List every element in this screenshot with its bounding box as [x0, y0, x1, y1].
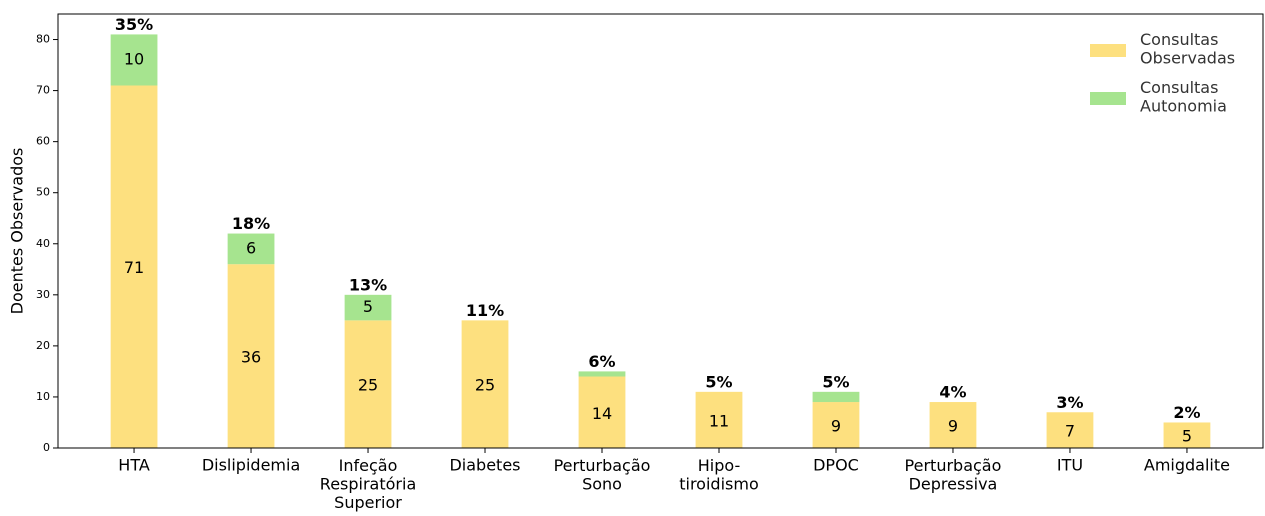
x-tick-label: Amigdalite	[1144, 456, 1230, 475]
x-tick-label: Infeção Respiratória Superior	[320, 456, 416, 512]
legend-swatch	[1090, 44, 1126, 57]
value-label: 71	[124, 258, 144, 277]
total-label: 6%	[588, 352, 615, 371]
y-tick-label: 30	[36, 288, 50, 301]
value-label: 9	[831, 417, 841, 436]
value-label: 5	[1182, 427, 1192, 446]
bar-segment	[578, 371, 626, 377]
plot-frame	[57, 13, 1264, 449]
bar-segment	[929, 402, 977, 448]
x-tick-label: Dislipidemia	[202, 456, 300, 475]
y-tick-label: 80	[36, 33, 50, 46]
value-label: 5	[363, 297, 373, 316]
value-label: 11	[709, 411, 729, 430]
total-label: 5%	[705, 372, 732, 391]
x-tick-label: HTA	[118, 456, 150, 475]
total-label: 3%	[1056, 393, 1083, 412]
value-label: 10	[124, 49, 144, 68]
legend-label: Consultas Autonomia	[1140, 78, 1227, 115]
total-label: 35%	[115, 15, 153, 34]
y-tick-label: 50	[36, 186, 50, 199]
value-label: 7	[1065, 422, 1075, 441]
bar-segment	[110, 85, 158, 448]
bar-segment	[1046, 412, 1094, 448]
value-label: 25	[475, 376, 495, 395]
y-tick-label: 0	[43, 441, 50, 454]
legend-swatch	[1090, 92, 1126, 105]
x-tick-label: ITU	[1057, 456, 1083, 475]
x-tick-label: Perturbação Depressiva	[905, 456, 1002, 493]
total-label: 18%	[232, 214, 270, 233]
total-label: 2%	[1173, 403, 1200, 422]
x-tick-label: Diabetes	[449, 456, 520, 475]
total-label: 13%	[349, 275, 387, 294]
y-axis-label: Doentes Observados	[8, 148, 27, 315]
bar-segment	[1163, 422, 1211, 448]
bar-segment	[695, 391, 743, 448]
y-tick-label: 70	[36, 84, 50, 97]
x-tick-label: Perturbação Sono	[554, 456, 651, 493]
value-label: 36	[241, 348, 261, 367]
bar-segment	[110, 34, 158, 86]
y-tick-label: 10	[36, 390, 50, 403]
bar-segment	[578, 376, 626, 448]
bar-segment	[344, 320, 392, 448]
x-tick-label: DPOC	[813, 456, 859, 475]
total-label: 4%	[939, 383, 966, 402]
bar-segment	[344, 294, 392, 321]
total-label: 5%	[822, 372, 849, 391]
bar-segment	[812, 391, 860, 403]
bar-segment	[812, 402, 860, 448]
total-label: 11%	[466, 301, 504, 320]
value-label: 14	[592, 404, 612, 423]
value-label: 9	[948, 417, 958, 436]
legend-label: Consultas Observadas	[1140, 30, 1235, 67]
x-tick-label: Hipo-tiroidismo	[679, 456, 759, 493]
bar-segment	[227, 233, 275, 265]
y-tick-label: 40	[36, 237, 50, 250]
bar-segment	[461, 320, 509, 448]
y-tick-label: 60	[36, 135, 50, 148]
bar-segment	[227, 264, 275, 448]
y-tick-label: 20	[36, 339, 50, 352]
value-label: 25	[358, 376, 378, 395]
value-label: 6	[246, 238, 256, 257]
